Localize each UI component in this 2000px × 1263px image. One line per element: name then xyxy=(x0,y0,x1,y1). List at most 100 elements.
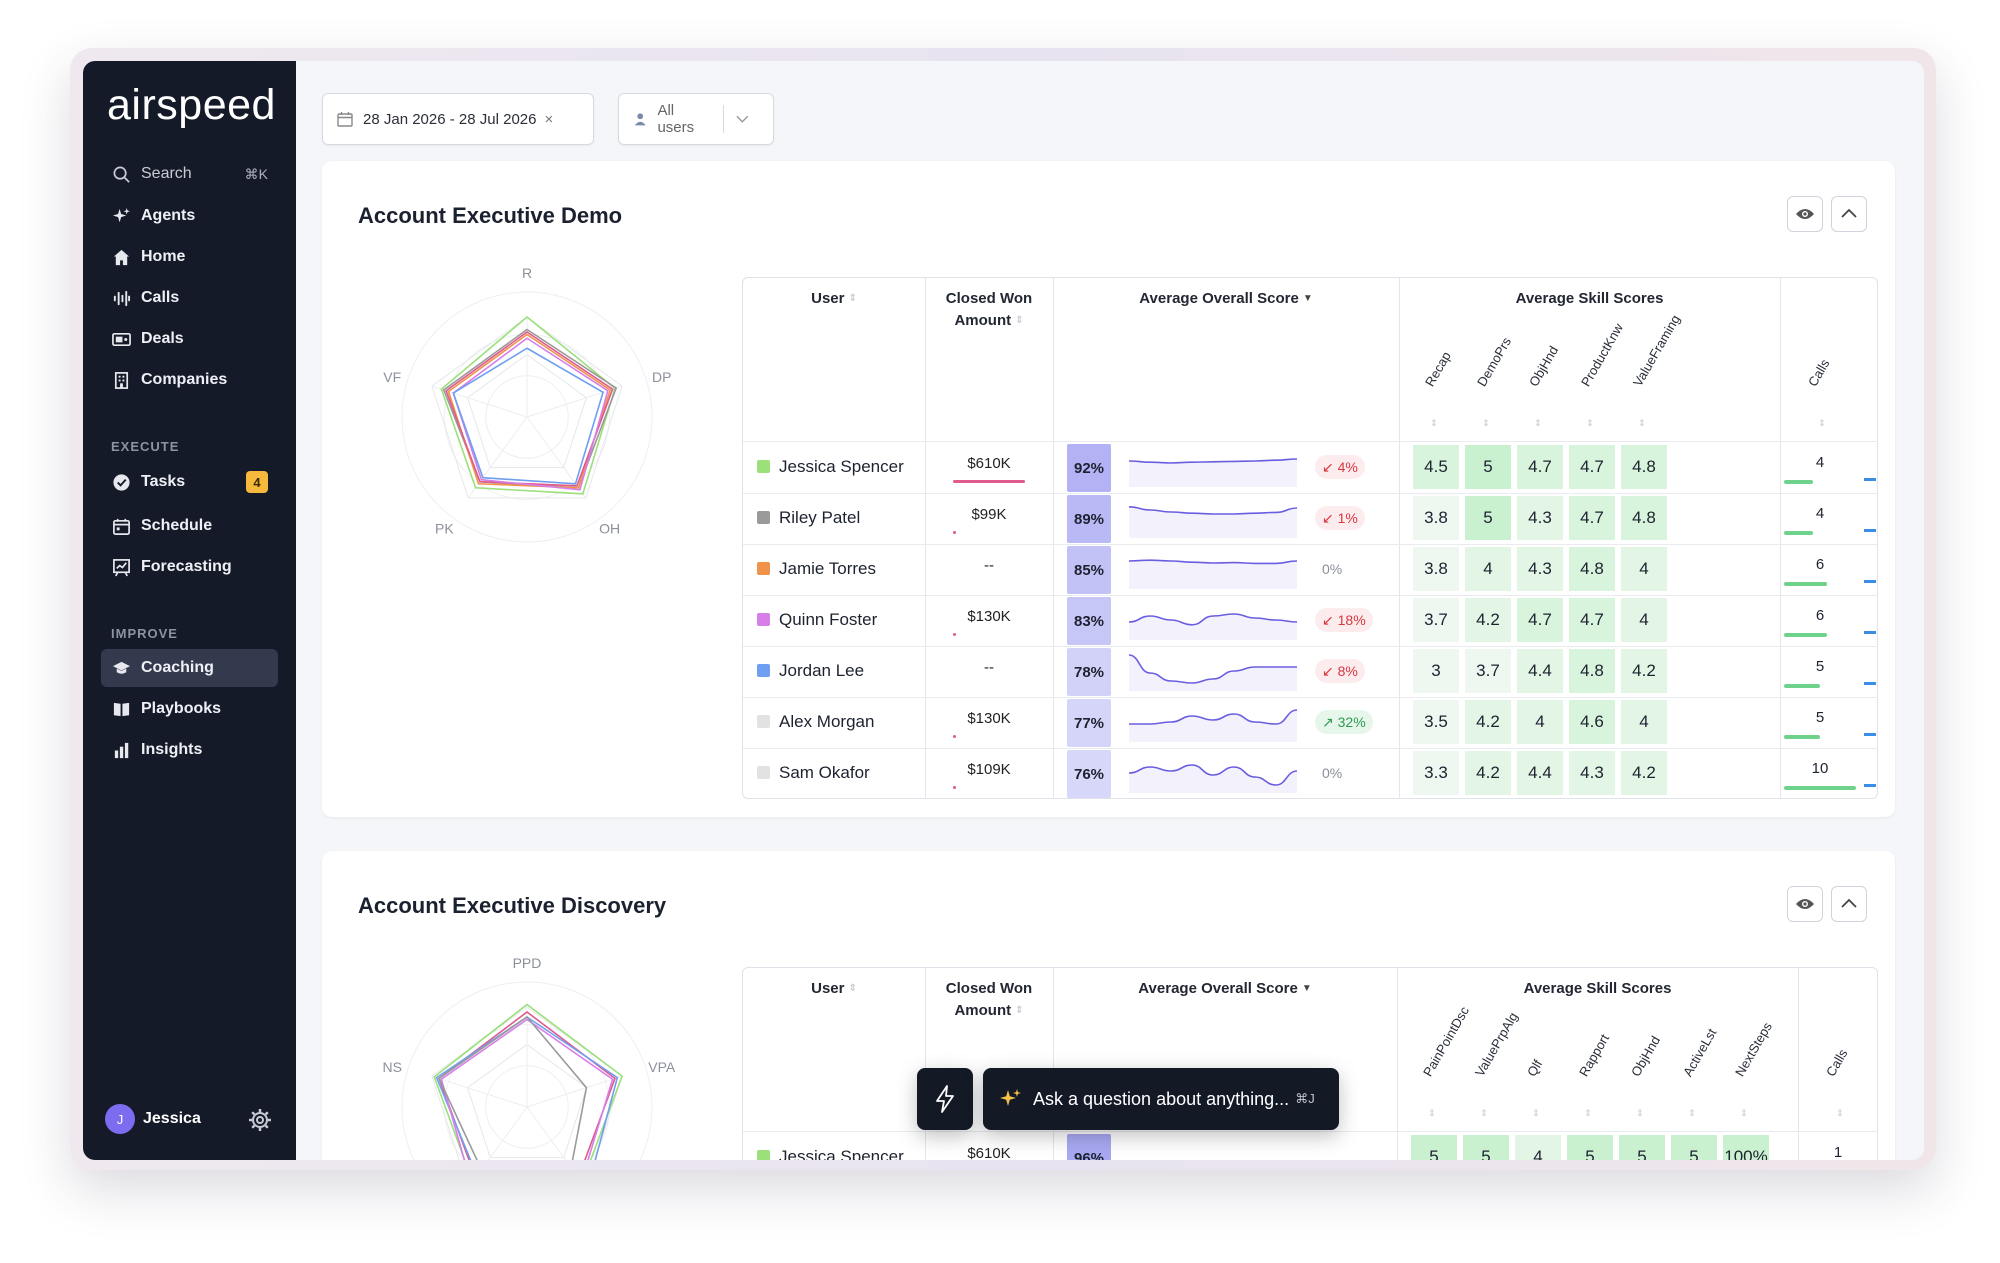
user-column-header[interactable]: User ⇕ xyxy=(743,978,925,1000)
skill-column-header[interactable]: NextSteps xyxy=(1732,1019,1775,1079)
sidebar-item-coaching[interactable]: Coaching xyxy=(101,649,278,687)
closed-won-column-header[interactable]: Closed Won Amount ⇕ xyxy=(925,288,1053,332)
sidebar-item-label: Calls xyxy=(141,289,180,306)
sort-icon[interactable]: ⇕ xyxy=(1584,1108,1592,1118)
skill-column-header[interactable]: ObjHnd xyxy=(1628,1033,1664,1079)
avg-skill-column-header[interactable]: Average Skill Scores xyxy=(1399,288,1780,310)
sidebar-item-calls[interactable]: Calls xyxy=(101,279,278,317)
closed-won-amount: $130K xyxy=(967,710,1011,727)
sidebar-item-deals[interactable]: Deals xyxy=(101,320,278,358)
search-icon xyxy=(111,164,131,184)
sort-icon[interactable]: ⇕ xyxy=(1636,1108,1644,1118)
sort-icon[interactable]: ⇕ xyxy=(1015,315,1024,327)
visibility-button[interactable] xyxy=(1787,886,1823,922)
sort-icon[interactable]: ⇕ xyxy=(1015,1005,1024,1017)
skill-score-cell: 4.2 xyxy=(1465,751,1511,795)
sidebar-item-label: Schedule xyxy=(141,517,213,534)
skill-column-header[interactable]: DemoPrs xyxy=(1474,334,1515,389)
user-cell[interactable]: Alex Morgan xyxy=(757,712,874,732)
sort-icon[interactable]: ⇕ xyxy=(848,983,857,995)
sidebar-item-agents[interactable]: Agents xyxy=(101,197,278,235)
calls-column-header[interactable]: Calls xyxy=(1805,356,1833,389)
table-row[interactable]: Jamie Torres -- 85% 0% 3.8 4 4.3 4.8 4 6 xyxy=(743,544,1877,595)
assistant-bolt-button[interactable] xyxy=(917,1068,973,1130)
sidebar-item-home[interactable]: Home xyxy=(101,238,278,276)
sort-icon[interactable]: ⇕ xyxy=(1836,1108,1844,1118)
table-row[interactable]: Jordan Lee -- 78% ↙ 8% 3 3.7 4.4 4.8 4.2 5 xyxy=(743,646,1877,697)
sort-icon[interactable]: ⇕ xyxy=(848,293,857,305)
user-cell[interactable]: Quinn Foster xyxy=(757,610,877,630)
skill-column-header[interactable]: ProductKnw xyxy=(1578,320,1627,389)
sidebar-item-companies[interactable]: Companies xyxy=(101,361,278,399)
closed-won-bar xyxy=(953,480,1025,483)
avg-score-column-header[interactable]: Average Overall Score ▼ xyxy=(1053,978,1397,1000)
skill-column-header[interactable]: Qlf xyxy=(1524,1057,1546,1079)
calls-bar xyxy=(1784,684,1820,688)
users-filter[interactable]: All users xyxy=(618,93,774,145)
app-logo[interactable]: airspeed xyxy=(107,81,276,129)
user-profile[interactable]: J Jessica xyxy=(105,1104,201,1134)
sidebar-item-schedule[interactable]: Schedule xyxy=(101,507,278,545)
collapse-button[interactable] xyxy=(1831,886,1867,922)
collapse-button[interactable] xyxy=(1831,196,1867,232)
sort-desc-icon[interactable]: ▼ xyxy=(1302,293,1313,305)
clear-date-icon[interactable]: × xyxy=(544,110,554,128)
sort-icon[interactable]: ⇕ xyxy=(1430,418,1438,428)
user-color-swatch xyxy=(757,1150,770,1160)
skill-column-header[interactable]: ValueFraming xyxy=(1630,312,1683,389)
skill-column-header[interactable]: ObjHnd xyxy=(1526,343,1562,389)
chevron-down-icon[interactable] xyxy=(736,114,749,124)
calendar-icon xyxy=(337,112,353,127)
sort-icon[interactable]: ⇕ xyxy=(1638,418,1646,428)
visibility-button[interactable] xyxy=(1787,196,1823,232)
sidebar-item-playbooks[interactable]: Playbooks xyxy=(101,690,278,728)
skill-score-cell: 5 xyxy=(1619,1135,1665,1160)
sort-icon[interactable]: ⇕ xyxy=(1586,418,1594,428)
calls-count: 6 xyxy=(1815,556,1825,573)
table-row[interactable]: Jessica Spencer $610K 92% ↙ 4% 4.5 5 4.7 4.7 4.8… xyxy=(743,442,1877,493)
avg-skill-column-header[interactable]: Average Skill Scores xyxy=(1397,978,1798,1000)
avg-score-column-header[interactable]: Average Overall Score ▼ xyxy=(1053,288,1399,310)
skill-column-header[interactable]: ValuePrpAlg xyxy=(1472,1009,1521,1079)
user-name: Jamie Torres xyxy=(779,559,876,578)
user-cell[interactable]: Jessica Spencer xyxy=(757,457,904,477)
closed-won-amount: -- xyxy=(984,557,994,574)
table-row[interactable]: Alex Morgan $130K 77% ↗ 32% 3.5 4.2 4 4.6 4 5 xyxy=(743,697,1877,748)
sort-icon[interactable]: ⇕ xyxy=(1740,1108,1748,1118)
sort-icon[interactable]: ⇕ xyxy=(1480,1108,1488,1118)
building-icon xyxy=(111,370,131,390)
table-row[interactable]: Riley Patel $99K 89% ↙ 1% 3.8 5 4.3 4.7 4.8 4 xyxy=(743,493,1877,544)
sort-icon[interactable]: ⇕ xyxy=(1482,418,1490,428)
table-row[interactable]: Jessica Spencer $610K 96% 5 5 4 5 5 5 100% 1 xyxy=(743,1132,1877,1160)
user-cell[interactable]: Jamie Torres xyxy=(757,559,876,579)
sort-icon[interactable]: ⇕ xyxy=(1818,418,1826,428)
sort-icon[interactable]: ⇕ xyxy=(1428,1108,1436,1118)
closed-won-column-header[interactable]: Closed Won Amount ⇕ xyxy=(925,978,1053,1022)
user-column-header[interactable]: User ⇕ xyxy=(743,288,925,310)
column-divider xyxy=(1399,278,1400,798)
ask-question-bar[interactable]: Ask a question about anything... ⌘J xyxy=(983,1068,1339,1130)
skill-column-header[interactable]: Rapport xyxy=(1576,1031,1613,1079)
sort-icon[interactable]: ⇕ xyxy=(1534,418,1542,428)
sort-icon[interactable]: ⇕ xyxy=(1688,1108,1696,1118)
column-divider xyxy=(1397,968,1398,1160)
skill-column-header[interactable]: Recap xyxy=(1422,348,1454,389)
sidebar-item-insights[interactable]: Insights xyxy=(101,731,278,769)
search-item[interactable]: Search ⌘K xyxy=(101,155,278,193)
sidebar-item-forecasting[interactable]: Forecasting xyxy=(101,548,278,586)
skill-column-header[interactable]: PainPointDsc xyxy=(1420,1003,1473,1079)
user-cell[interactable]: Jessica Spencer xyxy=(757,1147,904,1160)
sidebar-item-tasks[interactable]: Tasks 4 xyxy=(101,463,278,501)
user-cell[interactable]: Sam Okafor xyxy=(757,763,870,783)
table-row[interactable]: Sam Okafor $109K 76% 0% 3.3 4.2 4.4 4.3 4.2 10 xyxy=(743,748,1877,798)
radar-axis-label: PPD xyxy=(513,957,542,971)
sort-icon[interactable]: ⇕ xyxy=(1532,1108,1540,1118)
user-cell[interactable]: Jordan Lee xyxy=(757,661,864,681)
gear-icon[interactable] xyxy=(248,1108,272,1132)
skill-column-header[interactable]: ActiveLst xyxy=(1680,1025,1720,1079)
sort-desc-icon[interactable]: ▼ xyxy=(1301,983,1312,995)
table-row[interactable]: Quinn Foster $130K 83% ↙ 18% 3.7 4.2 4.7 4.7 4 6 xyxy=(743,595,1877,646)
user-cell[interactable]: Riley Patel xyxy=(757,508,860,528)
date-range-filter[interactable]: 28 Jan 2026 - 28 Jul 2026 × xyxy=(322,93,594,145)
calls-column-header[interactable]: Calls xyxy=(1823,1046,1851,1079)
